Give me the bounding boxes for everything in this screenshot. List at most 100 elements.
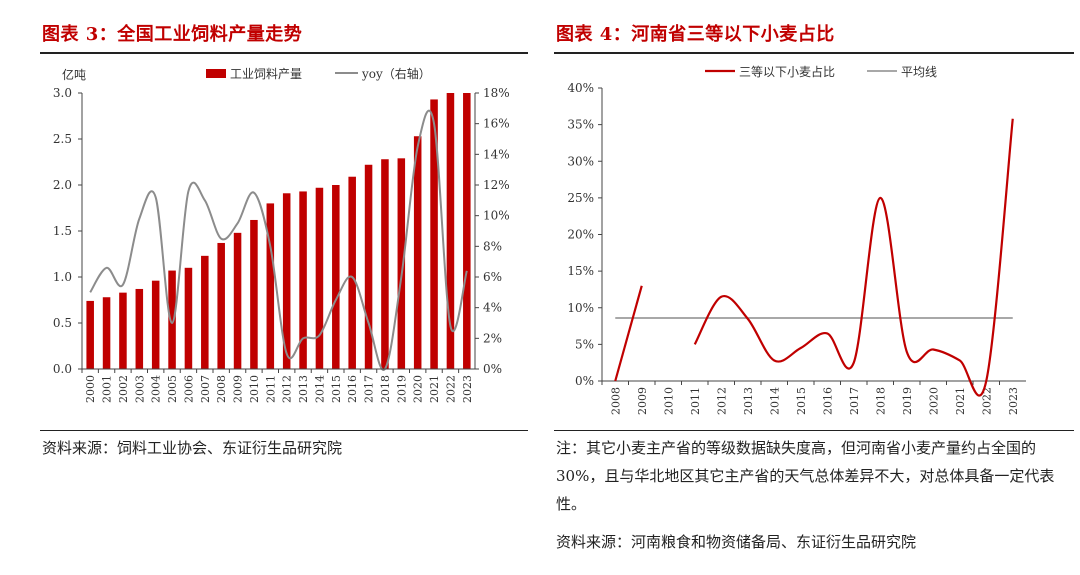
feed-bar-2007 [201,255,209,369]
feed-production-chart: 亿吨 0.0 0.5 1.0 1.5 2.0 2.5 3.0 0% 2% 4% 6% 8% 10% 12% 1… [53,66,510,403]
right-note-rule [554,430,1074,431]
ratio-x-tick-label-2009: 2009 [636,387,649,415]
feed-bar-2001 [102,297,111,369]
ratio-line-segment-0 [614,285,643,382]
feed-bar-2008 [217,242,225,369]
wheat-ratio-chart: 0% 5% 10% 15% 20% 25% 30% 35% 40% 2008 2009 2010 201… [567,64,1026,415]
right-tick-label: 18% [483,86,510,100]
x-tick-label-2000: 2000 [84,375,97,403]
left-title-rule [40,52,528,54]
ratio-x-tick-label-2012: 2012 [715,387,728,415]
x-tick-label-2001: 2001 [101,375,114,403]
right-chart-title: 图表 4：河南省三等以下小麦占比 [556,24,835,45]
feed-bar-2011 [266,203,275,369]
right-tick-label: 2% [483,331,502,345]
ratio-x-tick-label-2020: 2020 [927,387,940,415]
feed-bar-2023 [463,93,471,369]
x-tick-label-2019: 2019 [395,375,408,403]
ratio-x-tick-label-2011: 2011 [689,387,702,415]
feed-bar-2021 [430,99,438,369]
feed-bar-2012 [282,193,291,369]
right-tick-label: 6% [483,270,502,284]
ratio-y-tick-label: 0% [575,374,594,388]
ratio-x-tick-label-2015: 2015 [795,387,808,415]
ratio-line-segment-1 [693,118,1014,397]
left-axis-unit: 亿吨 [62,67,86,82]
feed-bar-2015 [332,185,340,369]
left-tick-label: 0.5 [53,316,72,330]
bar-group [86,93,471,369]
legend-average-label: 平均线 [901,65,937,79]
left-tick-label: 1.5 [53,224,72,238]
left-tick-label: 1.0 [53,270,72,284]
ratio-x-tick-label-2023: 2023 [1007,387,1020,415]
feed-bar-2022 [446,93,455,369]
x-tick-label-2020: 2020 [412,375,425,403]
right-tick-label: 12% [483,178,510,192]
left-tick-label: 3.0 [53,86,72,100]
ratio-x-tick-label-2010: 2010 [662,387,675,415]
legend-bar-swatch [206,69,226,78]
right-panel: 图表 4：河南省三等以下小麦占比 0% 5% 10% 15% 20% 25% 30% 35% 4… [540,0,1080,575]
x-tick-label-2015: 2015 [330,375,343,403]
ratio-x-tick-label-2016: 2016 [821,387,834,415]
right-title-rule [554,52,1074,54]
ratio-x-tick-label-2014: 2014 [768,387,781,415]
ratio-y-tick-label: 40% [567,81,594,95]
ratio-x-tick-label-2019: 2019 [901,387,914,415]
right-tick-label: 8% [483,239,502,253]
x-tick-label-2016: 2016 [346,375,359,403]
feed-bar-2000 [86,300,94,369]
x-tick-label-2017: 2017 [363,375,376,403]
ratio-y-tick-label: 10% [567,301,594,315]
right-tick-label: 4% [483,301,502,315]
left-chart-title: 图表 3：全国工业饲料产量走势 [42,24,303,45]
x-tick-label-2006: 2006 [182,375,195,403]
feed-bar-2006 [184,267,193,369]
x-tick-label-2021: 2021 [428,375,441,403]
x-tick-label-2023: 2023 [461,375,474,403]
feed-bar-2018 [381,159,389,369]
ratio-x-tick-label-2017: 2017 [848,387,861,415]
x-tick-label-2003: 2003 [133,375,146,403]
feed-bar-2009 [233,232,242,369]
right-note-text: 注：其它小麦主产省的等级数据缺失度高，但河南省小麦产量约占全国的 30%，且与华… [556,439,1055,513]
x-tick-label-2007: 2007 [199,375,212,403]
x-tick-label-2009: 2009 [232,375,245,403]
ratio-y-tick-label: 35% [567,118,594,132]
x-tick-label-2018: 2018 [379,375,392,403]
legend-line-label: yoy（右轴） [361,66,431,81]
x-tick-label-2010: 2010 [248,375,261,403]
ratio-y-tick-label: 30% [567,154,594,168]
right-tick-label: 16% [483,117,510,131]
feed-bar-2004 [151,280,160,369]
feed-bar-2010 [250,219,258,369]
ratio-y-tick-label: 15% [567,264,594,278]
legend-ratio-label: 三等以下小麦占比 [739,64,835,79]
left-tick-label: 0.0 [53,362,72,376]
x-tick-label-2004: 2004 [150,375,163,403]
ratio-x-tick-label-2013: 2013 [742,387,755,415]
x-tick-label-2008: 2008 [215,375,228,403]
right-source-text: 资料来源：河南粮食和物资储备局、东证衍生品研究院 [556,533,917,551]
ratio-y-tick-label: 20% [567,228,594,242]
x-tick-label-2014: 2014 [313,375,326,403]
feed-bar-2020 [413,136,422,369]
x-tick-label-2013: 2013 [297,375,310,403]
feed-bar-2002 [119,292,127,369]
legend-bar-label: 工业饲料产量 [230,67,302,81]
yoy-line [89,109,468,371]
ratio-x-tick-label-2022: 2022 [980,387,993,415]
feed-bar-2016 [348,176,356,369]
feed-bar-2003 [135,288,144,369]
feed-bar-2013 [299,191,307,369]
ratio-x-tick-label-2021: 2021 [954,387,967,415]
x-tick-label-2005: 2005 [166,375,179,403]
right-tick-label: 14% [483,147,510,161]
x-tick-label-2012: 2012 [281,375,294,403]
ratio-y-tick-label: 25% [567,191,594,205]
left-source-rule [40,430,528,431]
feed-bar-2005 [168,270,176,369]
left-tick-label: 2.0 [53,178,72,192]
feed-bar-2017 [364,164,373,369]
